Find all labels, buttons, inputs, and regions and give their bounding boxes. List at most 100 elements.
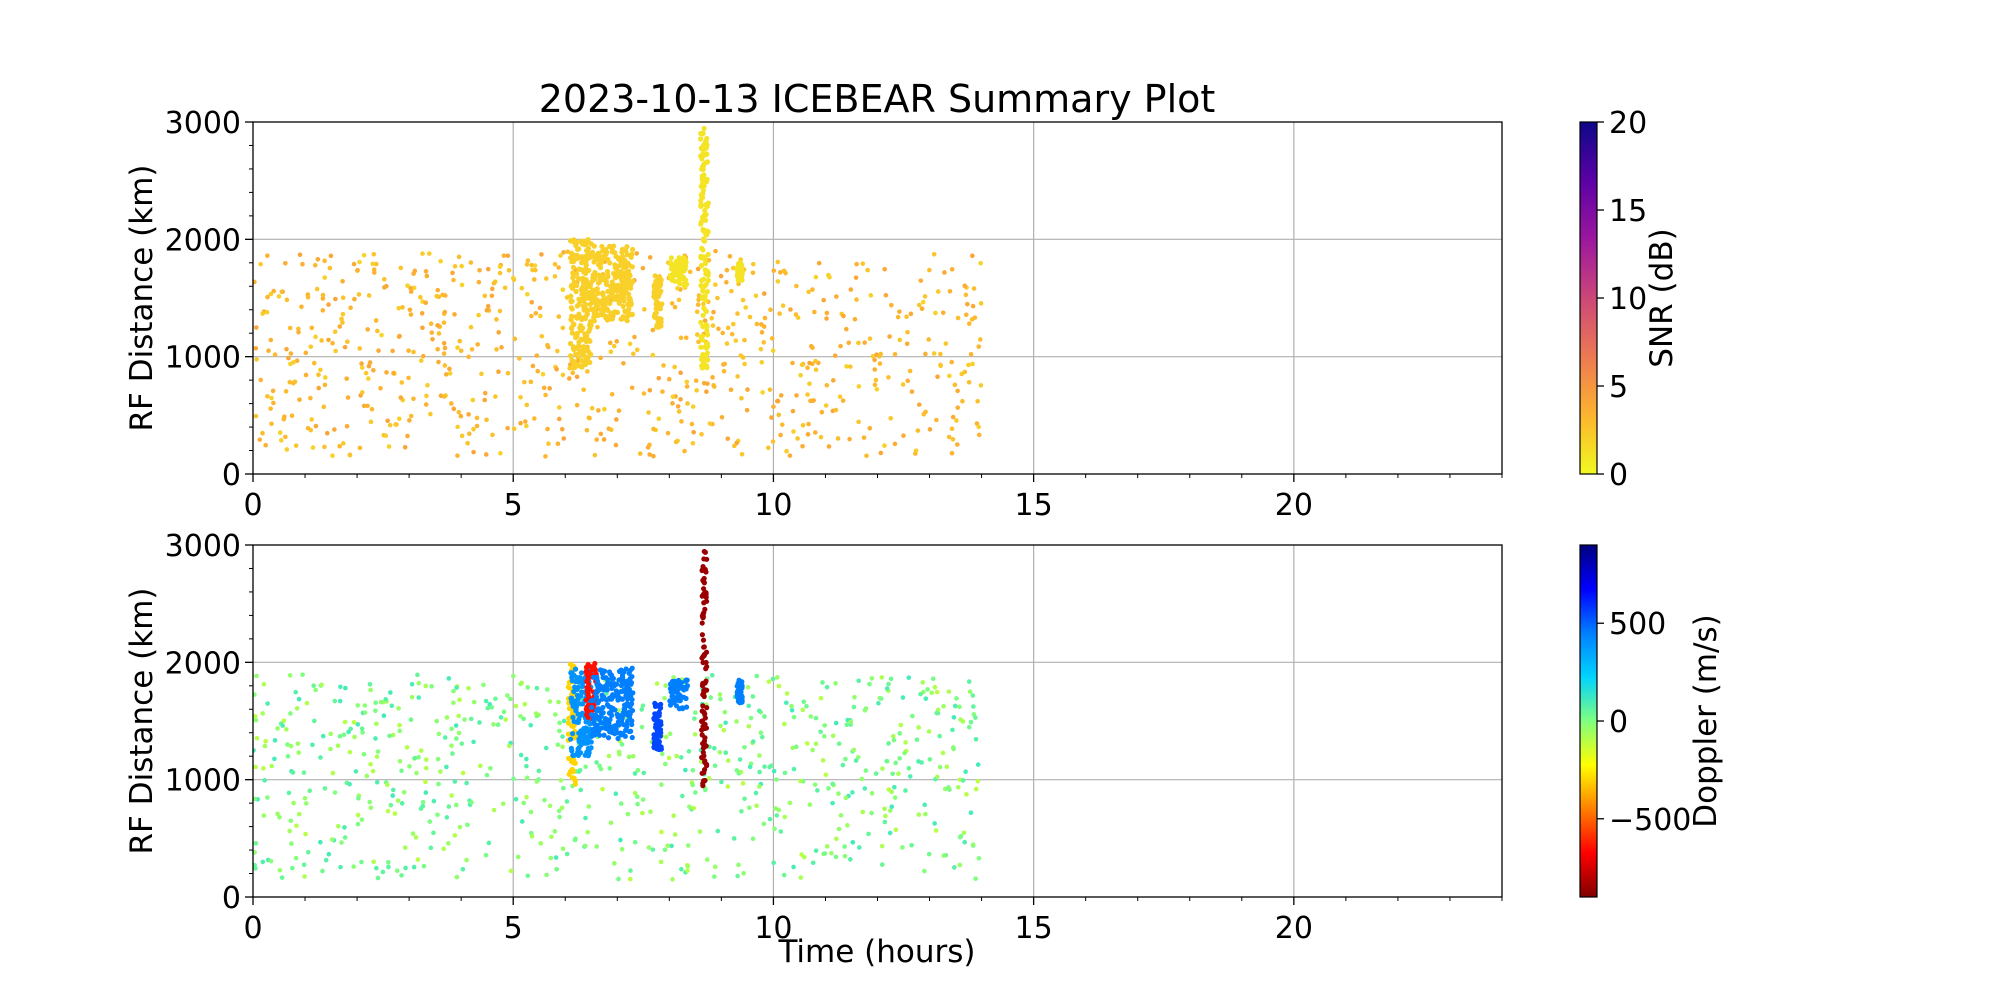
scatter-point (337, 324, 343, 329)
scatter-point (790, 360, 795, 366)
scatter-point (309, 417, 314, 422)
scatter-point (766, 679, 772, 684)
echo-point (591, 715, 597, 721)
scatter-point (521, 800, 527, 806)
echo-point (590, 731, 597, 737)
scatter-point (318, 755, 323, 760)
scatter-point (724, 267, 730, 273)
scatter-point (862, 786, 868, 791)
scatter-point (683, 767, 688, 773)
echo-point (668, 266, 675, 272)
scatter-point (541, 385, 547, 391)
scatter-point (476, 312, 481, 318)
y-tick-label: 0 (222, 458, 241, 493)
echo-point (619, 286, 626, 292)
scatter-point (408, 312, 414, 317)
scatter-point (888, 415, 894, 421)
scatter-point (384, 370, 389, 375)
scatter-point (805, 392, 810, 397)
echo-point (703, 352, 709, 358)
scatter-point (374, 779, 380, 785)
scatter-point (613, 791, 619, 797)
scatter-point (813, 741, 819, 747)
scatter-point (260, 711, 265, 716)
colorbar-tick-label: 20 (1609, 106, 1647, 141)
scatter-point (423, 790, 429, 795)
scatter-point (293, 855, 299, 861)
scatter-point (804, 703, 809, 709)
echo-point (603, 313, 609, 320)
echo-point (698, 219, 704, 225)
echo-point (700, 187, 706, 194)
echo-point (604, 702, 611, 708)
scatter-point (745, 387, 750, 392)
echo-point (677, 281, 683, 287)
scatter-point (351, 261, 357, 267)
scatter-point (739, 451, 745, 457)
scatter-point (468, 324, 474, 330)
scatter-point (697, 829, 703, 834)
echo-point (602, 304, 608, 310)
scatter-point (767, 816, 773, 822)
scatter-point (671, 675, 676, 680)
scatter-point (483, 698, 489, 704)
scatter-point (647, 387, 653, 393)
scatter-point (392, 811, 398, 816)
echo-point (571, 757, 577, 763)
scatter-point (832, 353, 838, 358)
scatter-point (667, 731, 673, 737)
scatter-point (416, 680, 422, 686)
scatter-point (710, 375, 715, 380)
scatter-point (769, 336, 775, 341)
scatter-point (598, 355, 603, 361)
scatter-point (640, 265, 646, 271)
scatter-point (779, 422, 785, 427)
scatter-point (626, 754, 632, 760)
scatter-point (867, 681, 872, 687)
echo-point (570, 752, 576, 758)
echo-point (703, 308, 710, 314)
echo-point (597, 667, 603, 673)
scatter-point (265, 393, 270, 399)
echo-point (609, 685, 615, 692)
scatter-point (289, 413, 295, 419)
scatter-point (369, 406, 375, 412)
scatter-point (345, 395, 351, 400)
echo-point (700, 703, 706, 709)
scatter-point (955, 405, 961, 410)
scatter-point (860, 809, 866, 815)
scatter-point (531, 277, 537, 282)
scatter-point (376, 348, 381, 353)
scatter-point (557, 814, 562, 820)
scatter-point (423, 683, 429, 689)
scatter-point (869, 810, 874, 816)
echo-point (569, 670, 575, 676)
scatter-point (294, 823, 299, 829)
scatter-point (740, 297, 746, 303)
scatter-point (410, 831, 416, 836)
scatter-point (275, 811, 280, 817)
scatter-point (452, 312, 457, 317)
scatter-point (552, 274, 558, 279)
scatter-point (450, 270, 455, 276)
scatter-point (524, 775, 530, 781)
scatter-point (257, 437, 263, 442)
scatter-point (815, 788, 820, 793)
scatter-point (465, 440, 470, 446)
scatter-point (512, 336, 518, 342)
scatter-point (598, 766, 604, 772)
scatter-point (808, 343, 814, 349)
echo-point (604, 268, 611, 275)
scatter-point (441, 351, 447, 356)
scatter-point (703, 787, 708, 793)
scatter-point (834, 294, 839, 299)
scatter-point (496, 369, 501, 375)
scatter-point (840, 762, 846, 768)
echo-point (617, 296, 624, 302)
echo-point (583, 664, 590, 670)
scatter-point (538, 313, 543, 319)
scatter-point (337, 733, 343, 739)
echo-point (676, 682, 682, 689)
scatter-point (296, 326, 301, 332)
colorbar-tick-label: 500 (1609, 607, 1666, 642)
